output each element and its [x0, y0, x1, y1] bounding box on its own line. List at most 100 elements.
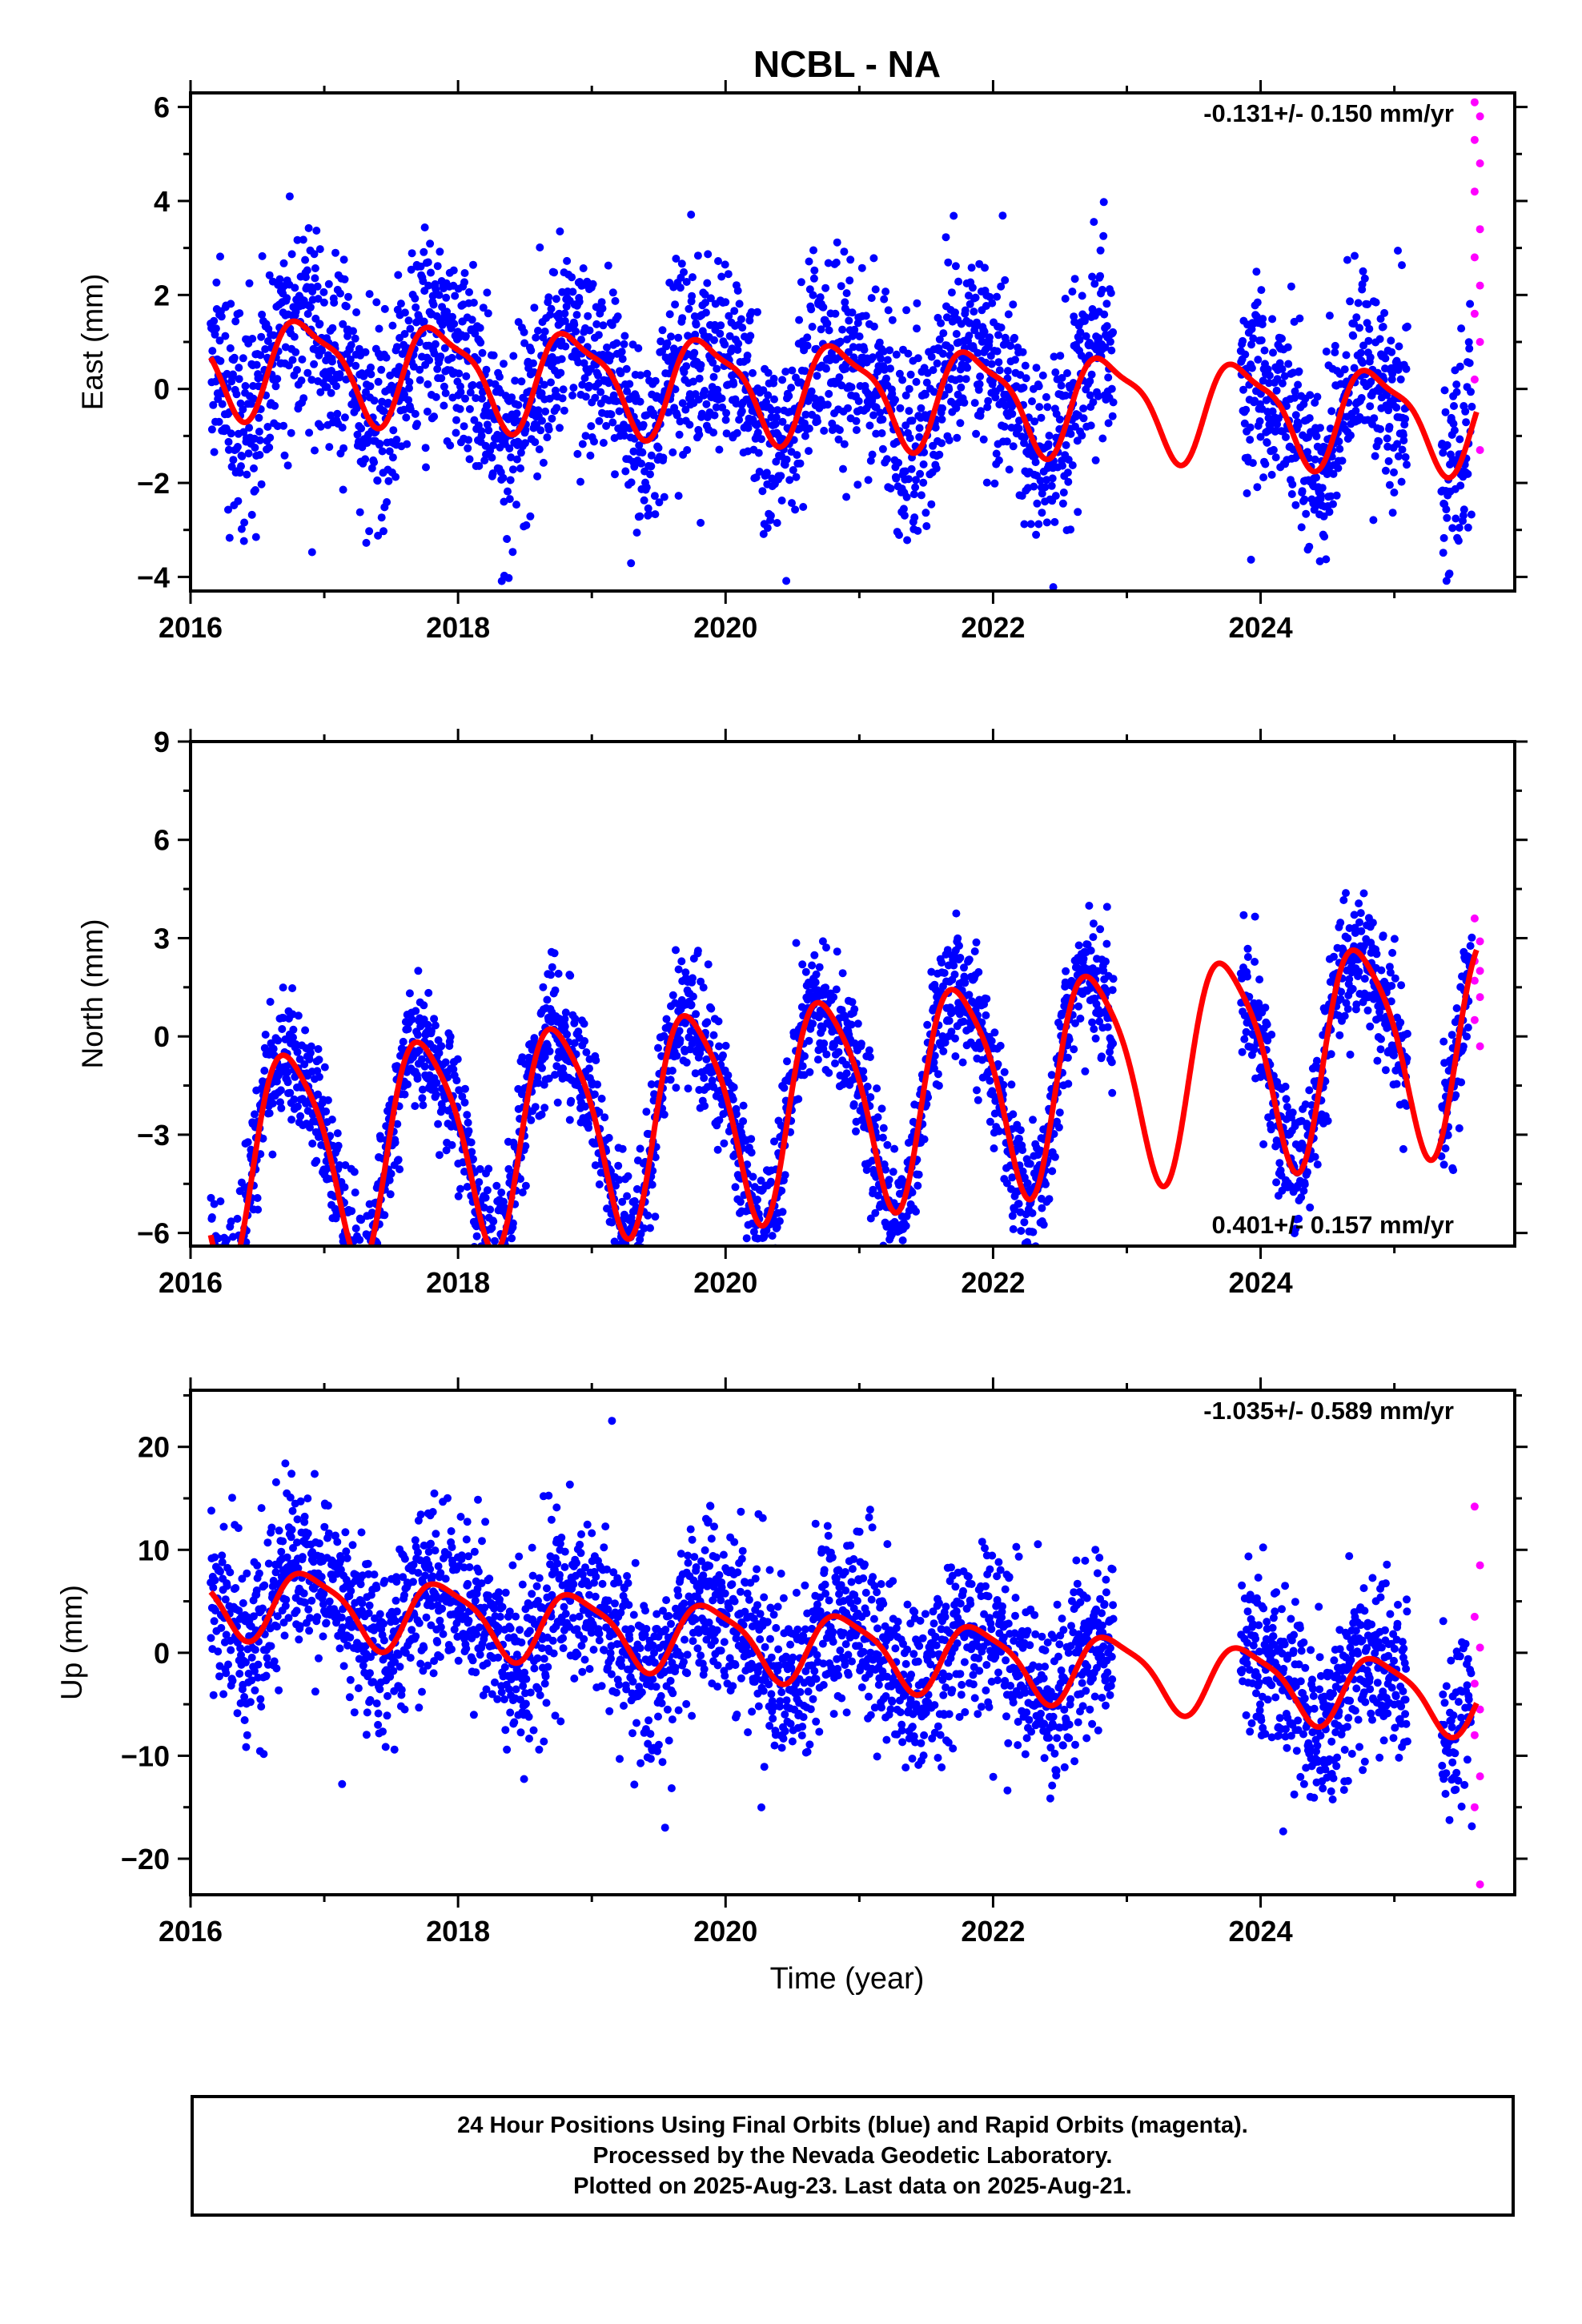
data-point — [365, 1289, 373, 1297]
data-point — [857, 263, 866, 272]
data-point — [228, 1269, 236, 1277]
data-point — [553, 1098, 562, 1107]
data-point — [952, 330, 961, 338]
data-point — [992, 449, 1001, 458]
data-point — [1249, 334, 1258, 343]
data-point — [709, 358, 717, 367]
data-point — [873, 1113, 882, 1122]
data-point — [394, 1156, 403, 1164]
data-point — [568, 287, 577, 296]
data-point — [633, 1266, 641, 1274]
data-point — [248, 335, 257, 343]
data-point — [333, 409, 342, 418]
data-point — [836, 337, 845, 346]
data-point — [478, 348, 487, 357]
data-point — [540, 1052, 549, 1061]
data-point — [1107, 346, 1116, 355]
data-point — [1380, 308, 1389, 317]
data-point — [1394, 452, 1403, 460]
data-point — [1256, 432, 1265, 441]
data-point — [1009, 1224, 1018, 1233]
data-point — [1398, 445, 1407, 454]
data-point — [1318, 484, 1327, 493]
data-point — [531, 1103, 540, 1112]
data-point — [722, 408, 731, 417]
data-point — [1460, 505, 1468, 514]
data-point — [620, 1210, 628, 1219]
data-point — [257, 480, 266, 489]
data-point — [491, 1236, 499, 1245]
data-point — [224, 1254, 232, 1262]
data-point — [430, 1015, 439, 1023]
data-point — [225, 1259, 233, 1267]
data-point — [1246, 436, 1255, 444]
data-point — [288, 356, 297, 364]
data-point — [233, 443, 242, 451]
data-point — [638, 448, 647, 457]
data-point — [491, 1315, 499, 1323]
data-point — [468, 316, 476, 324]
data-point — [632, 1260, 640, 1268]
data-point — [977, 407, 985, 416]
data-point — [582, 1048, 591, 1056]
data-point — [706, 294, 715, 303]
data-point — [261, 345, 270, 353]
data-point — [536, 426, 545, 435]
data-point — [483, 288, 492, 297]
data-point — [483, 1186, 492, 1195]
data-point — [1268, 315, 1277, 324]
data-point — [1441, 408, 1450, 416]
data-point — [757, 1257, 765, 1265]
data-point — [968, 283, 977, 292]
data-point — [255, 428, 263, 436]
data-point — [835, 426, 844, 434]
data-point — [1009, 300, 1018, 309]
data-point — [547, 378, 555, 387]
data-point — [1401, 415, 1410, 423]
data-point — [541, 407, 550, 416]
data-point — [909, 490, 918, 499]
data-point — [743, 352, 752, 360]
data-point — [215, 336, 224, 345]
data-point — [637, 459, 645, 468]
data-point — [380, 304, 389, 313]
data-point — [713, 1145, 722, 1154]
data-point — [446, 1032, 455, 1041]
data-point — [527, 1116, 536, 1124]
data-point — [842, 289, 851, 298]
data-point — [227, 1217, 235, 1226]
data-point — [785, 392, 793, 400]
data-point — [1370, 414, 1379, 423]
data-point — [214, 1234, 223, 1243]
data-point — [671, 300, 680, 309]
data-point — [1395, 342, 1403, 351]
data-point — [324, 279, 333, 288]
data-point — [265, 1109, 274, 1118]
data-point — [258, 310, 267, 319]
data-point — [235, 1297, 243, 1305]
data-point — [1066, 429, 1075, 438]
data-point — [805, 424, 813, 433]
data-point — [325, 443, 334, 452]
data-point — [1014, 424, 1023, 433]
data-point — [737, 407, 746, 416]
data-point — [777, 497, 786, 505]
data-point — [651, 510, 660, 519]
data-point — [878, 1133, 887, 1142]
data-point — [588, 279, 597, 288]
data-point — [340, 275, 349, 283]
data-point — [1079, 404, 1088, 413]
data-point — [546, 311, 555, 319]
data-point — [1256, 389, 1265, 398]
data-point — [224, 1298, 232, 1306]
data-point — [580, 1037, 589, 1045]
data-point — [223, 1255, 231, 1263]
data-point — [587, 422, 596, 431]
data-point — [312, 1156, 321, 1165]
data-point — [222, 1265, 230, 1273]
data-point — [855, 332, 864, 341]
data-point — [437, 374, 446, 383]
data-point — [844, 348, 853, 356]
data-point — [674, 965, 683, 974]
data-point — [1385, 480, 1394, 489]
